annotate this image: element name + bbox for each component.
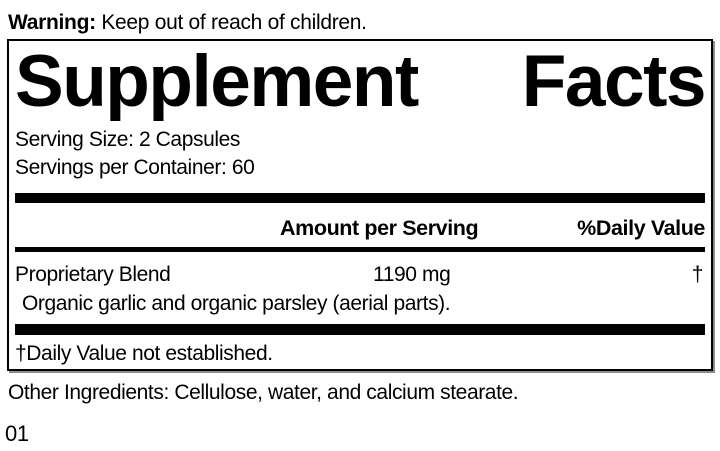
- column-header-row: Amount per Serving %Daily Value: [15, 203, 705, 247]
- ingredient-amount: 1190 mg: [373, 263, 451, 286]
- servings-per-container: Servings per Container: 60: [15, 156, 255, 179]
- panel-title: Supplement Facts: [15, 41, 707, 122]
- other-ingredients: Other Ingredients: Cellulose, water, and…: [8, 381, 519, 404]
- ingredient-name: Proprietary Blend: [15, 263, 171, 286]
- serving-size: Serving Size: 2 Capsules: [15, 128, 241, 151]
- medium-divider: [15, 247, 705, 252]
- ingredient-row: Proprietary Blend 1190 mg †: [15, 252, 705, 288]
- ingredient-description: Organic garlic and organic parsley (aeri…: [22, 292, 451, 315]
- supplement-facts-panel: Supplement Facts Serving Size: 2 Capsule…: [7, 39, 713, 371]
- product-code: 01: [5, 421, 29, 446]
- thick-divider-top: [15, 193, 705, 203]
- thick-divider-bottom: [15, 324, 705, 335]
- ingredient-daily-value: †: [691, 263, 704, 286]
- panel-title-word-supplement: Supplement: [15, 41, 419, 122]
- daily-value-footnote: †Daily Value not established.: [15, 342, 273, 365]
- warning-message: Keep out of reach of children.: [95, 11, 367, 34]
- column-header-amount: Amount per Serving: [280, 216, 479, 240]
- warning-label: Warning:: [8, 11, 96, 34]
- panel-title-word-facts: Facts: [521, 41, 707, 122]
- serving-info: Serving Size: 2 Capsules Servings per Co…: [15, 126, 705, 182]
- column-header-daily-value: %Daily Value: [577, 216, 705, 240]
- warning-text: Warning: Keep out of reach of children.: [8, 10, 720, 36]
